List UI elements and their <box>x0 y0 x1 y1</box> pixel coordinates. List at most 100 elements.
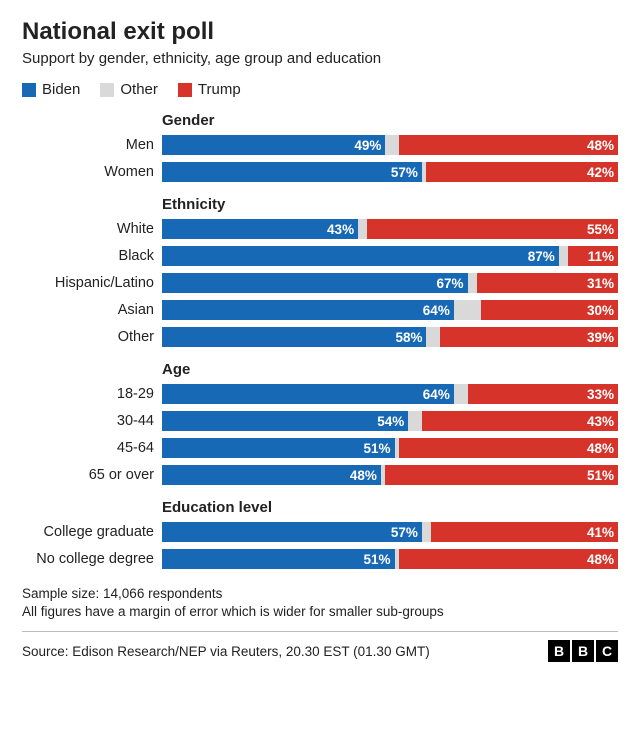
group-heading: Age <box>162 361 618 378</box>
chart-subtitle: Support by gender, ethnicity, age group … <box>22 50 618 67</box>
stacked-bar: 87% 11% <box>162 246 618 266</box>
row-label: 30-44 <box>22 413 162 429</box>
group-heading: Ethnicity <box>162 196 618 213</box>
source-text: Source: Edison Research/NEP via Reuters,… <box>22 644 430 659</box>
legend-item-trump: Trump <box>178 81 241 98</box>
row-label: Men <box>22 137 162 153</box>
bar-segment-other <box>426 327 440 347</box>
row-label: White <box>22 221 162 237</box>
legend-item-other: Other <box>100 81 158 98</box>
row-label: No college degree <box>22 551 162 567</box>
legend-item-biden: Biden <box>22 81 80 98</box>
stacked-bar: 67% 31% <box>162 273 618 293</box>
group-heading: Gender <box>162 112 618 129</box>
bar-segment-biden: 49% <box>162 135 385 155</box>
bar-segment-biden: 64% <box>162 384 454 404</box>
bar-segment-trump: 48% <box>399 549 618 569</box>
row-label: Other <box>22 329 162 345</box>
bbc-logo-box: B <box>548 640 570 662</box>
bar-segment-biden: 87% <box>162 246 559 266</box>
legend-swatch-other <box>100 83 114 97</box>
bar-segment-other <box>408 411 422 431</box>
row-label: Hispanic/Latino <box>22 275 162 291</box>
bar-segment-other <box>454 300 481 320</box>
chart-row: 30-4454% 43% <box>22 409 618 433</box>
row-label: Women <box>22 164 162 180</box>
bar-segment-biden: 57% <box>162 522 422 542</box>
chart-footer: Source: Edison Research/NEP via Reuters,… <box>22 631 618 662</box>
row-label: Asian <box>22 302 162 318</box>
legend: Biden Other Trump <box>22 81 618 98</box>
chart-row: 65 or over48%51% <box>22 463 618 487</box>
bar-segment-biden: 51% <box>162 549 395 569</box>
row-label: 65 or over <box>22 467 162 483</box>
row-label: 45-64 <box>22 440 162 456</box>
chart-row: Men49% 48% <box>22 133 618 157</box>
bar-segment-other <box>358 219 367 239</box>
bar-segment-biden: 57% <box>162 162 422 182</box>
chart-title: National exit poll <box>22 18 618 46</box>
bar-segment-biden: 67% <box>162 273 468 293</box>
row-label: 18-29 <box>22 386 162 402</box>
legend-label-biden: Biden <box>42 81 80 98</box>
stacked-bar: 57%42% <box>162 162 618 182</box>
stacked-bar: 48%51% <box>162 465 618 485</box>
row-label: Black <box>22 248 162 264</box>
chart-row: Hispanic/Latino67% 31% <box>22 271 618 295</box>
stacked-bar: 64% 33% <box>162 384 618 404</box>
bar-segment-biden: 43% <box>162 219 358 239</box>
row-label: College graduate <box>22 524 162 540</box>
bar-segment-other <box>422 522 431 542</box>
bar-segment-trump: 48% <box>399 438 618 458</box>
chart-row: 45-6451%48% <box>22 436 618 460</box>
chart-row: Women57%42% <box>22 160 618 184</box>
chart-row: Asian64% 30% <box>22 298 618 322</box>
bbc-logo-box: C <box>596 640 618 662</box>
bar-segment-trump: 39% <box>440 327 618 347</box>
bar-segment-trump: 43% <box>422 411 618 431</box>
stacked-bar: 54% 43% <box>162 411 618 431</box>
bar-segment-trump: 11% <box>568 246 618 266</box>
chart-row: 18-2964% 33% <box>22 382 618 406</box>
bar-segment-trump: 51% <box>385 465 618 485</box>
bar-segment-trump: 42% <box>426 162 618 182</box>
bar-segment-other <box>385 135 399 155</box>
bar-segment-biden: 64% <box>162 300 454 320</box>
legend-swatch-trump <box>178 83 192 97</box>
chart-notes: Sample size: 14,066 respondentsAll figur… <box>22 585 618 621</box>
bbc-logo-box: B <box>572 640 594 662</box>
group-heading: Education level <box>162 499 618 516</box>
chart-body: GenderMen49%48%Women57%42%EthnicityWhite… <box>22 112 618 571</box>
chart-row: College graduate57% 41% <box>22 520 618 544</box>
bbc-logo: BBC <box>548 640 618 662</box>
bar-segment-trump: 30% <box>481 300 618 320</box>
chart-row: Other58% 39% <box>22 325 618 349</box>
bar-segment-biden: 51% <box>162 438 395 458</box>
chart-row: White43% 55% <box>22 217 618 241</box>
legend-label-trump: Trump <box>198 81 241 98</box>
bar-segment-other <box>559 246 568 266</box>
stacked-bar: 49% 48% <box>162 135 618 155</box>
bar-segment-biden: 54% <box>162 411 408 431</box>
bar-segment-other <box>468 273 477 293</box>
stacked-bar: 58% 39% <box>162 327 618 347</box>
bar-segment-other <box>454 384 468 404</box>
chart-row: Black87% 11% <box>22 244 618 268</box>
bar-segment-trump: 41% <box>431 522 618 542</box>
stacked-bar: 64% 30% <box>162 300 618 320</box>
stacked-bar: 51%48% <box>162 549 618 569</box>
legend-swatch-biden <box>22 83 36 97</box>
note-line: Sample size: 14,066 respondents <box>22 585 618 603</box>
stacked-bar: 51%48% <box>162 438 618 458</box>
note-line: All figures have a margin of error which… <box>22 603 618 621</box>
stacked-bar: 57% 41% <box>162 522 618 542</box>
bar-segment-biden: 58% <box>162 327 426 347</box>
bar-segment-trump: 55% <box>367 219 618 239</box>
bar-segment-trump: 33% <box>468 384 618 404</box>
chart-row: No college degree51%48% <box>22 547 618 571</box>
bar-segment-trump: 48% <box>399 135 618 155</box>
stacked-bar: 43% 55% <box>162 219 618 239</box>
legend-label-other: Other <box>120 81 158 98</box>
bar-segment-biden: 48% <box>162 465 381 485</box>
bar-segment-trump: 31% <box>477 273 618 293</box>
